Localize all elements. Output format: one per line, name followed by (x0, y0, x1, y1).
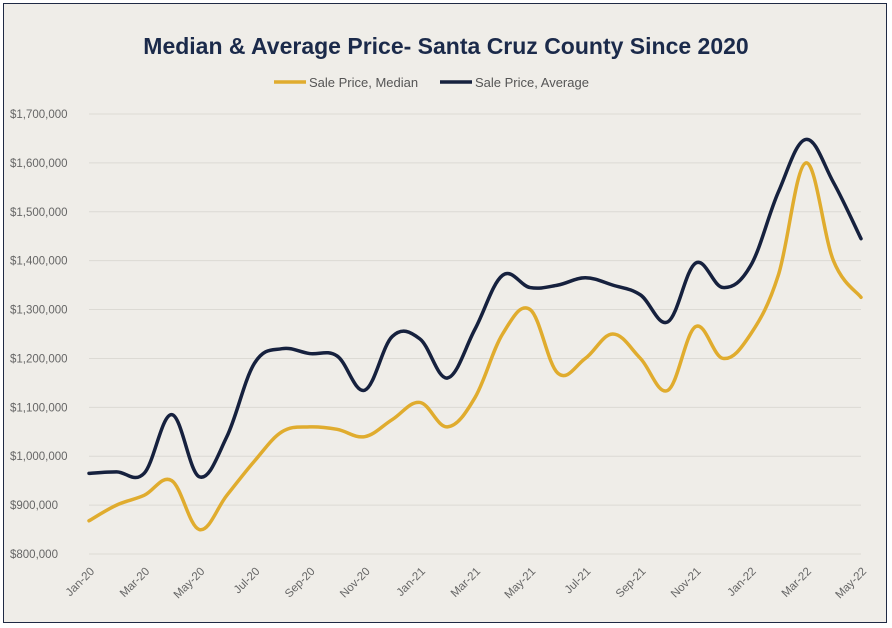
legend: Sale Price, Median Sale Price, Average (274, 75, 589, 90)
x-tick-label: Jan-21 (395, 566, 428, 599)
x-tick-label: May-22 (834, 566, 870, 602)
legend-label-median: Sale Price, Median (309, 75, 418, 90)
chart-title: Median & Average Price- Santa Cruz Count… (143, 33, 748, 59)
series (87, 137, 863, 532)
y-tick-label: $1,700,000 (10, 109, 68, 121)
y-axis: $800,000 $900,000 $1,000,000 $1,100,000 $1,2… (10, 109, 68, 561)
y-tick-label: $1,300,000 (10, 305, 68, 317)
x-tick-label: Nov-20 (338, 566, 373, 601)
x-axis: Jan-20 Mar-20 May-20 Jul-20 Sep-20 Nov-20 Jan-… (64, 566, 869, 602)
x-tick-label: Jul-21 (563, 566, 594, 597)
y-tick-label: $1,600,000 (10, 158, 68, 170)
series-line-average (87, 137, 863, 480)
x-tick-label: Mar-20 (118, 566, 152, 600)
legend-label-average: Sale Price, Average (475, 75, 589, 90)
line-chart: Median & Average Price- Santa Cruz Count… (10, 33, 869, 602)
x-tick-label: May-21 (503, 566, 539, 602)
series-points (89, 139, 861, 476)
y-tick-label: $1,100,000 (10, 402, 68, 414)
x-tick-label: Sep-21 (614, 566, 649, 601)
x-tick-label: Jul-20 (232, 566, 263, 597)
y-tick-label: $1,500,000 (10, 207, 68, 219)
x-tick-label: Nov-21 (669, 566, 704, 601)
x-tick-label: Mar-21 (449, 566, 483, 600)
y-tick-label: $1,000,000 (10, 451, 68, 463)
x-tick-label: Mar-22 (780, 566, 814, 600)
y-tick-label: $900,000 (10, 500, 58, 512)
chart-frame: Median & Average Price- Santa Cruz Count… (3, 3, 887, 623)
x-tick-label: Sep-20 (283, 566, 318, 601)
y-tick-label: $1,400,000 (10, 256, 68, 268)
y-tick-label: $800,000 (10, 549, 58, 561)
gridlines (89, 113, 861, 555)
series-line-median (87, 161, 863, 532)
x-tick-label: Jan-20 (64, 566, 97, 599)
x-tick-label: May-20 (172, 566, 208, 602)
x-tick-label: Jan-22 (725, 566, 758, 599)
y-tick-label: $1,200,000 (10, 353, 68, 365)
